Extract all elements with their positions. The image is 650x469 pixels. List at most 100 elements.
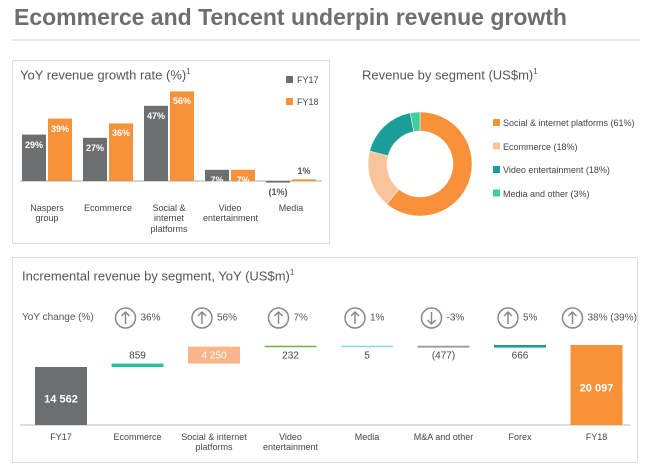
yoy-arrow [503,310,513,317]
yoy-arrow [197,310,207,317]
yoy-arrow [426,319,437,326]
x-tick-label: Media [354,432,380,442]
yoy-value: 7% [293,312,308,324]
legend-label: Media and other (3%) [503,188,590,199]
legend-label: Social & internet platforms (61%) [503,117,635,128]
data-label: 27% [85,142,105,153]
data-label: 20 097 [579,382,614,395]
x-tick-label: M&A and other [413,432,474,442]
title-note: 1 [186,67,191,76]
title-text: Revenue by segment (US$m) [362,67,534,83]
chart-title: Incremental revenue by segment, YoY (US$… [22,268,294,283]
legend-swatch [493,166,500,173]
yoy-arrow [350,310,360,317]
bar [109,123,133,181]
bar [570,344,623,425]
data-label: 36% [111,128,131,139]
x-tick-label: Media [278,203,304,213]
yoy-icon [420,307,443,329]
bar [111,363,164,367]
data-label: 232 [282,350,299,362]
legend-swatch [493,189,500,197]
data-label: 859 [129,350,146,362]
yoy-label: YoY change (%) [22,312,94,323]
bar [264,345,317,348]
yoy-value: 38% (39%) [587,312,637,324]
donut-slice [386,111,473,217]
data-label: 39% [50,123,70,134]
x-tick-label: Video entertainment [203,203,259,224]
page-title: Ecommerce and Tencent underpin revenue g… [14,4,567,30]
bar [292,179,316,181]
bar [48,118,72,181]
x-tick-label: Ecommerce [83,203,132,213]
title-text: YoY revenue growth rate (%) [20,67,187,83]
title-text: Incremental revenue by segment, YoY (US$… [22,268,290,284]
panel [12,60,330,244]
data-label: 5 [364,350,370,362]
bar [22,134,46,181]
bar [266,181,290,183]
x-tick-label: FY17 [50,432,72,442]
data-label: 7% [236,174,250,185]
x-tick-label: Social & internet platforms [181,432,247,453]
yoy-value: 5% [523,312,538,324]
donut-slice [409,111,421,132]
bar [35,367,87,425]
yoy-icon [497,307,519,329]
data-label: 56% [172,96,192,107]
legend-label: FY17 [297,74,319,85]
yoy-value: 56% [217,312,238,324]
bar [83,137,107,181]
data-label: (1%) [268,186,288,197]
legend-label: Ecommerce (18%) [503,141,578,152]
legend-swatch [493,119,500,126]
bar [205,169,229,181]
yoy-icon [561,307,584,329]
yoy-icon [191,307,213,329]
bar [188,346,240,364]
data-label: 7% [210,174,224,185]
yoy-icon [344,307,366,329]
x-tick-label: FY18 [585,432,608,442]
legend-label: FY18 [297,96,319,107]
x-tick-label: Naspers group [30,203,64,224]
title-note: 1 [289,268,295,277]
x-tick-label: Video entertainment [262,432,319,453]
yoy-value: -3% [446,312,465,324]
yoy-arrow [273,310,284,317]
yoy-arrow [120,310,131,317]
bar [170,91,194,181]
data-label: 4 250 [201,350,227,362]
yoy-icon [114,307,137,329]
data-label: 1% [297,166,311,177]
x-tick-label: Forex [508,432,532,442]
yoy-icon [267,307,290,329]
data-label: 666 [511,350,529,362]
panel [12,257,638,463]
legend-swatch [286,98,293,105]
yoy-value: 36% [140,312,161,324]
x-tick-label: Social & internet platforms [150,203,188,234]
bar [144,105,168,181]
data-label: 14 562 [44,393,78,406]
title-note: 1 [533,67,538,76]
data-label: 29% [24,139,44,150]
yoy-value: 1% [370,312,385,324]
chart-title: YoY revenue growth rate (%)1 [20,67,191,82]
legend-swatch [493,142,500,150]
donut-slice [369,112,415,157]
bar [231,169,255,181]
legend-label: Video entertainment (18%) [503,164,610,175]
yoy-arrow [567,310,578,317]
bar [494,344,546,348]
data-label: (477) [431,350,456,362]
data-label: 47% [146,110,166,121]
x-tick-label: Ecommerce [113,432,162,442]
bar [341,345,393,348]
chart-title: Revenue by segment (US$m)1 [362,67,538,82]
bar [417,345,470,348]
legend-swatch [286,76,293,83]
